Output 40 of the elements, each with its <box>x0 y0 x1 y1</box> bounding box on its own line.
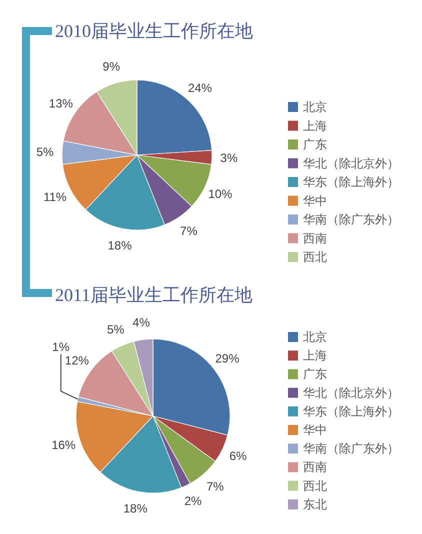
data-label: 24% <box>188 80 212 95</box>
legend-label: 华南（除广东外） <box>303 442 399 456</box>
legend-label: 北京 <box>303 100 327 114</box>
data-label: 29% <box>215 351 240 366</box>
legend-label: 上海 <box>303 118 327 133</box>
data-label: 7% <box>206 480 224 494</box>
data-label: 16% <box>52 438 76 452</box>
legend-label: 华中 <box>303 423 327 437</box>
data-label: 12% <box>64 354 90 368</box>
data-label: 7% <box>180 224 198 238</box>
legend-label: 西南 <box>303 460 327 474</box>
data-label: 13% <box>48 96 74 110</box>
legend-label: 华北（除北京外） <box>303 156 399 170</box>
legend-label: 华中 <box>303 194 327 208</box>
legend-label: 西北 <box>303 250 327 264</box>
data-label: 18% <box>108 238 132 252</box>
data-label: 18% <box>123 501 148 516</box>
data-label: 3% <box>220 150 238 165</box>
legend-label: 广东 <box>303 367 327 382</box>
chart-title: 2010届毕业生工作所在地 <box>55 21 253 41</box>
legend-label: 华东（除上海外） <box>303 404 399 418</box>
data-label: 1% <box>52 340 70 354</box>
legend-label: 华北（除北京外） <box>303 386 399 400</box>
legend-label: 西南 <box>303 231 327 246</box>
legend-label: 广东 <box>303 138 327 152</box>
legend-label: 西北 <box>303 478 327 493</box>
data-label: 9% <box>102 60 120 74</box>
legend-label: 华南（除广东外） <box>303 212 399 226</box>
data-label: 11% <box>43 190 67 204</box>
legend-label: 上海 <box>303 348 327 363</box>
chart-title: 2011届毕业生工作所在地 <box>55 285 252 305</box>
legend-label: 华东（除上海外） <box>303 175 399 189</box>
data-label: 6% <box>229 449 248 464</box>
data-label: 4% <box>132 316 150 330</box>
legend-label: 北京 <box>303 330 327 344</box>
data-label: 5% <box>36 145 54 160</box>
data-label: 5% <box>106 322 125 337</box>
data-label: 2% <box>184 494 202 508</box>
legend-label: 东北 <box>303 497 327 512</box>
data-label: 10% <box>208 187 233 202</box>
